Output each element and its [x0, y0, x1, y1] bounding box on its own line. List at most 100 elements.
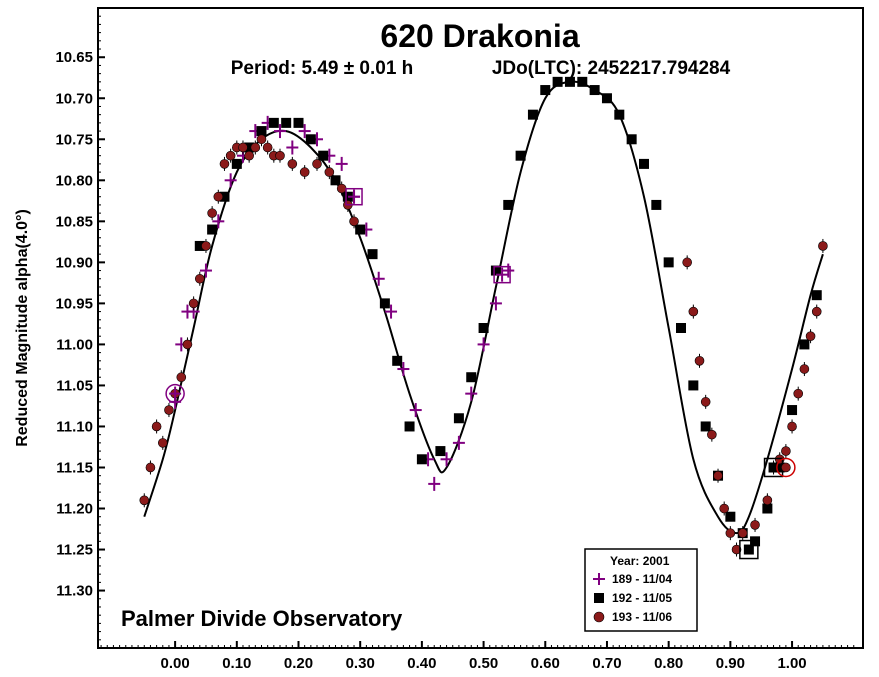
data-point-193	[213, 189, 224, 204]
data-point-189	[286, 140, 299, 155]
data-point-192	[811, 290, 822, 301]
data-point-193	[324, 165, 335, 180]
x-tick-label: 0.70	[592, 655, 621, 672]
data-point-192	[799, 339, 810, 350]
legend-marker-189	[593, 573, 605, 585]
legend-label-192: 192 - 11/05	[612, 591, 672, 605]
highlight-ring-193	[776, 457, 796, 478]
data-point-192	[256, 126, 267, 137]
data-point-189	[335, 156, 348, 171]
x-tick-label: 1.00	[777, 655, 806, 672]
data-point-193	[818, 238, 828, 253]
y-tick-label: 10.85	[55, 213, 93, 230]
data-point-193	[787, 419, 797, 434]
data-point-192	[219, 191, 230, 202]
data-point-192	[281, 117, 292, 128]
observatory-annotation: Palmer Divide Observatory	[121, 606, 403, 631]
data-point-193	[194, 271, 205, 286]
data-point-192	[552, 76, 563, 87]
data-point-193	[139, 493, 150, 508]
data-point-189	[397, 362, 410, 377]
data-point-189	[298, 124, 311, 139]
data-point-193	[750, 517, 760, 532]
data-point-192	[404, 421, 415, 432]
data-point-192	[787, 405, 798, 416]
data-point-189	[224, 173, 237, 188]
data-point-189	[502, 263, 515, 278]
data-point-193	[299, 165, 310, 180]
data-point-192	[663, 257, 674, 268]
chart-subtitle-period: Period: 5.49 ± 0.01 h	[231, 58, 414, 79]
data-point-193	[157, 435, 168, 450]
data-point-189	[477, 337, 490, 352]
data-point-192	[564, 76, 575, 87]
highlight-box-189	[345, 187, 363, 206]
data-point-192	[750, 536, 761, 547]
data-point-193	[201, 238, 211, 253]
data-point-192	[453, 413, 464, 424]
data-point-192	[231, 158, 242, 169]
data-point-193	[725, 526, 736, 541]
data-point-193	[188, 296, 199, 311]
data-point-192	[367, 249, 378, 260]
data-point-193	[219, 156, 230, 171]
data-point-192	[342, 191, 353, 202]
data-point-192	[676, 323, 687, 333]
data-point-192	[194, 240, 205, 251]
data-point-193	[238, 140, 248, 155]
data-point-192	[330, 175, 341, 186]
data-point-193	[762, 493, 773, 508]
data-point-189	[428, 476, 441, 491]
chart-legend: Year: 2001 189 - 11/04 192 - 11/05 193 -…	[584, 548, 698, 632]
x-tick-label: 0.10	[222, 655, 251, 672]
data-point-193	[312, 156, 322, 171]
data-point-189	[489, 296, 502, 311]
data-point-193	[719, 501, 729, 516]
legend-label-193: 193 - 11/06	[612, 610, 672, 624]
data-point-193	[682, 255, 692, 270]
y-axis-label: Reduced Magnitude alpha(4.0°)	[14, 209, 31, 447]
data-point-192	[638, 158, 649, 169]
highlight-point-193	[781, 462, 791, 473]
chart-subtitle-epoch: JDo(LTC): 2452217.794284	[492, 58, 731, 79]
x-tick-label: 0.80	[654, 655, 683, 672]
data-point-192	[244, 142, 255, 153]
x-tick-label: 0.40	[407, 655, 436, 672]
chart-title: 620 Drakonia	[380, 18, 579, 54]
data-point-193	[811, 304, 822, 319]
highlighted-points	[165, 187, 796, 560]
highlight-box-192	[739, 539, 759, 560]
data-point-192	[762, 503, 773, 514]
data-point-192	[527, 109, 538, 120]
data-point-192	[725, 511, 736, 522]
x-axis-ticks: 0.00 0.10 0.20 0.30 0.40 0.50 0.60 0.70 0.80 0.90…	[100, 641, 855, 672]
data-point-193	[713, 468, 723, 483]
data-point-193	[700, 394, 711, 409]
data-point-189	[199, 263, 212, 278]
y-tick-label: 11.20	[56, 501, 93, 518]
data-point-192	[379, 298, 390, 309]
highlight-box-189	[493, 265, 511, 284]
data-point-192	[614, 109, 625, 120]
data-point-192	[268, 117, 279, 128]
data-point-192	[601, 93, 612, 104]
x-tick-label: 0.20	[284, 655, 313, 672]
data-point-193	[731, 542, 742, 557]
legend-label-189: 189 - 11/04	[612, 572, 672, 586]
data-point-193	[805, 329, 816, 344]
data-point-192	[478, 323, 489, 333]
legend-marker-193	[593, 611, 605, 623]
legend-title: Year: 2001	[610, 554, 670, 568]
highlight-point-189	[169, 386, 182, 401]
data-point-189	[409, 403, 422, 418]
data-point-189	[440, 452, 453, 467]
data-point-189	[452, 435, 465, 450]
x-tick-label: 0.60	[531, 655, 560, 672]
data-point-192	[305, 134, 316, 145]
legend-marker-192	[594, 593, 604, 603]
data-point-193	[799, 362, 810, 377]
data-point-193	[694, 353, 705, 368]
data-point-193	[688, 304, 699, 319]
y-tick-label: 11.05	[56, 377, 93, 394]
data-point-193	[207, 206, 217, 221]
